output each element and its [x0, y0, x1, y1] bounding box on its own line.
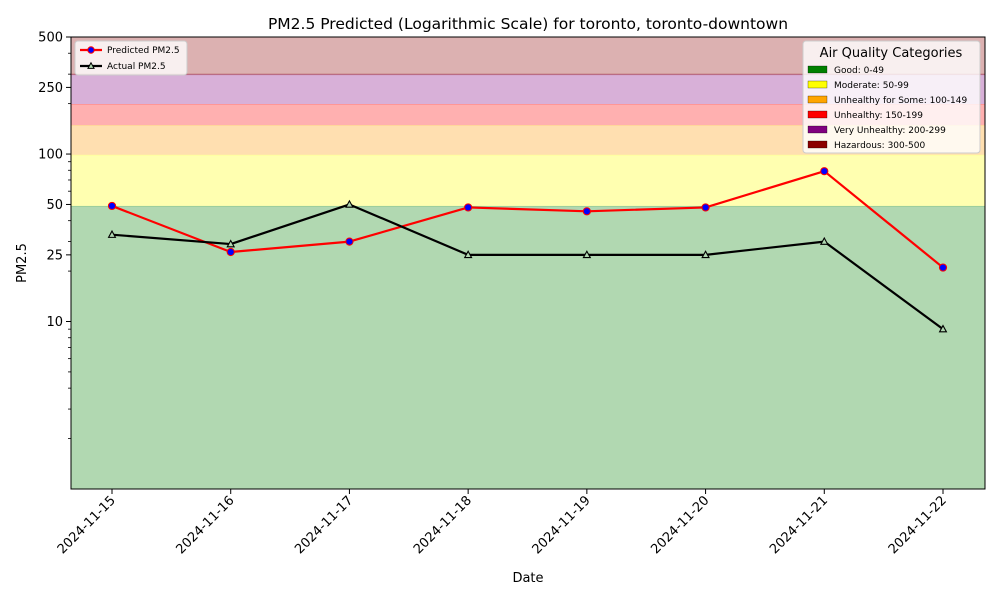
- category-swatch: [807, 95, 828, 104]
- y-tick-label: 100: [38, 148, 63, 163]
- series-legend: Predicted PM2.5 Actual PM2.5: [74, 40, 188, 76]
- legend-label: Predicted PM2.5: [107, 46, 180, 56]
- y-axis: 10 25 50 100 250 500: [38, 31, 71, 439]
- y-axis-label: PM2.5: [15, 243, 30, 283]
- series-line-0: [111, 170, 944, 269]
- x-tick-label: 2024-11-21: [767, 493, 831, 557]
- x-tick-label: 2024-11-20: [648, 493, 712, 557]
- series-legend-box: [74, 40, 188, 76]
- x-tick-label: 2024-11-16: [174, 493, 238, 557]
- x-tick-label: 2024-11-15: [55, 493, 119, 557]
- x-axis: 2024-11-15 2024-11-16 2024-11-17 2024-11-18…: [55, 489, 950, 557]
- actual-point: [345, 199, 354, 208]
- category-label: Unhealthy for Some: 100-149: [834, 96, 967, 106]
- band-3: [71, 104, 985, 126]
- predicted-point: [345, 237, 354, 246]
- legend-marker: [87, 61, 95, 69]
- predicted-point: [107, 201, 117, 211]
- legend-marker: [87, 46, 95, 54]
- actual-point: [582, 250, 592, 259]
- actual-point: [107, 229, 117, 238]
- legend-label: Actual PM2.5: [107, 62, 166, 72]
- actual-point: [226, 239, 236, 248]
- category-swatch: [807, 80, 828, 89]
- y-tick-label: 10: [46, 315, 63, 330]
- actual-point: [701, 250, 710, 259]
- predicted-point: [582, 207, 591, 216]
- predicted-point: [226, 247, 235, 257]
- series-line-1: [111, 203, 944, 331]
- band-0: [71, 205, 985, 489]
- category-label: Good: 0-49: [834, 66, 884, 76]
- category-swatch: [807, 125, 828, 134]
- category-legend-box: [802, 40, 981, 154]
- y-tick-label: 250: [38, 81, 63, 96]
- category-legend-title: Air Quality Categories: [820, 46, 963, 61]
- series-layer: [107, 167, 948, 333]
- actual-point: [819, 236, 829, 245]
- category-label: Moderate: 50-99: [834, 81, 909, 91]
- category-label: Very Unhealthy: 200-299: [834, 126, 946, 136]
- category-swatch: [807, 110, 828, 119]
- x-tick-label: 2024-11-22: [886, 493, 950, 557]
- actual-point: [463, 250, 473, 259]
- plot-frame: [70, 36, 986, 490]
- y-tick-label: 50: [46, 198, 63, 213]
- category-swatch: [807, 65, 828, 74]
- chart-title: PM2.5 Predicted (Logarithmic Scale) for …: [268, 15, 788, 33]
- x-tick-label: 2024-11-17: [292, 493, 356, 557]
- category-swatch: [807, 140, 828, 149]
- predicted-point: [701, 203, 710, 212]
- y-tick-label: 25: [46, 248, 63, 263]
- category-legend: Air Quality Categories Good: 0-49 Moderate…: [802, 40, 981, 154]
- y-tick-label: 500: [38, 31, 63, 46]
- band-1: [71, 154, 985, 206]
- category-label: Unhealthy: 150-199: [834, 111, 923, 121]
- x-axis-label: Date: [512, 571, 543, 586]
- x-tick-label: 2024-11-18: [411, 493, 475, 557]
- predicted-point: [464, 203, 473, 212]
- x-tick-label: 2024-11-19: [530, 493, 594, 557]
- predicted-point: [938, 263, 948, 272]
- category-label: Hazardous: 300-500: [834, 141, 925, 151]
- predicted-point: [820, 167, 829, 176]
- actual-point: [938, 324, 948, 333]
